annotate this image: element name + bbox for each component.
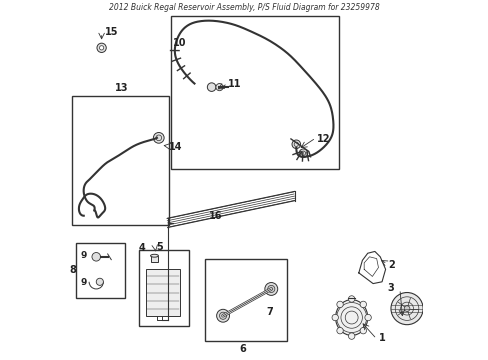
Text: 15: 15 bbox=[104, 27, 118, 37]
Text: 8: 8 bbox=[69, 265, 76, 275]
Text: 2012 Buick Regal Reservoir Assembly, P/S Fluid Diagram for 23259978: 2012 Buick Regal Reservoir Assembly, P/S… bbox=[109, 3, 379, 12]
Text: 10: 10 bbox=[173, 38, 186, 48]
Bar bbox=[205, 258, 287, 341]
Text: 12: 12 bbox=[316, 134, 330, 144]
Text: 1: 1 bbox=[378, 333, 385, 343]
Text: 7: 7 bbox=[266, 307, 273, 317]
Bar bbox=[139, 249, 189, 327]
Circle shape bbox=[359, 301, 366, 307]
Bar bbox=[76, 243, 125, 298]
Ellipse shape bbox=[335, 300, 367, 336]
Circle shape bbox=[299, 149, 307, 157]
Circle shape bbox=[99, 46, 103, 50]
Circle shape bbox=[390, 293, 422, 325]
Circle shape bbox=[336, 301, 343, 307]
Ellipse shape bbox=[150, 254, 158, 257]
Circle shape bbox=[348, 333, 354, 339]
Circle shape bbox=[216, 84, 223, 91]
Text: 16: 16 bbox=[208, 211, 222, 221]
Text: 2: 2 bbox=[387, 260, 394, 270]
Circle shape bbox=[216, 309, 229, 322]
Text: 13: 13 bbox=[114, 83, 128, 93]
Text: 14: 14 bbox=[168, 142, 182, 152]
Text: 5: 5 bbox=[156, 242, 163, 252]
Circle shape bbox=[364, 314, 370, 321]
Circle shape bbox=[96, 278, 103, 285]
Circle shape bbox=[348, 296, 354, 302]
Bar bbox=[171, 16, 339, 169]
Text: 9: 9 bbox=[80, 251, 86, 260]
Circle shape bbox=[404, 306, 409, 311]
Bar bbox=[146, 269, 180, 316]
Text: 9: 9 bbox=[80, 278, 86, 287]
Circle shape bbox=[359, 328, 366, 334]
Circle shape bbox=[291, 140, 300, 149]
Text: 11: 11 bbox=[228, 79, 242, 89]
Text: 6: 6 bbox=[239, 343, 245, 354]
Circle shape bbox=[331, 314, 338, 321]
Circle shape bbox=[97, 43, 106, 53]
Circle shape bbox=[264, 283, 277, 296]
Circle shape bbox=[153, 132, 164, 143]
Text: 3: 3 bbox=[387, 283, 394, 293]
Bar bbox=[72, 96, 168, 225]
Circle shape bbox=[207, 83, 216, 91]
Circle shape bbox=[92, 252, 101, 261]
Bar bbox=[151, 256, 158, 262]
Circle shape bbox=[267, 285, 274, 293]
Text: 4: 4 bbox=[139, 243, 145, 253]
Circle shape bbox=[219, 312, 226, 319]
Circle shape bbox=[336, 328, 343, 334]
